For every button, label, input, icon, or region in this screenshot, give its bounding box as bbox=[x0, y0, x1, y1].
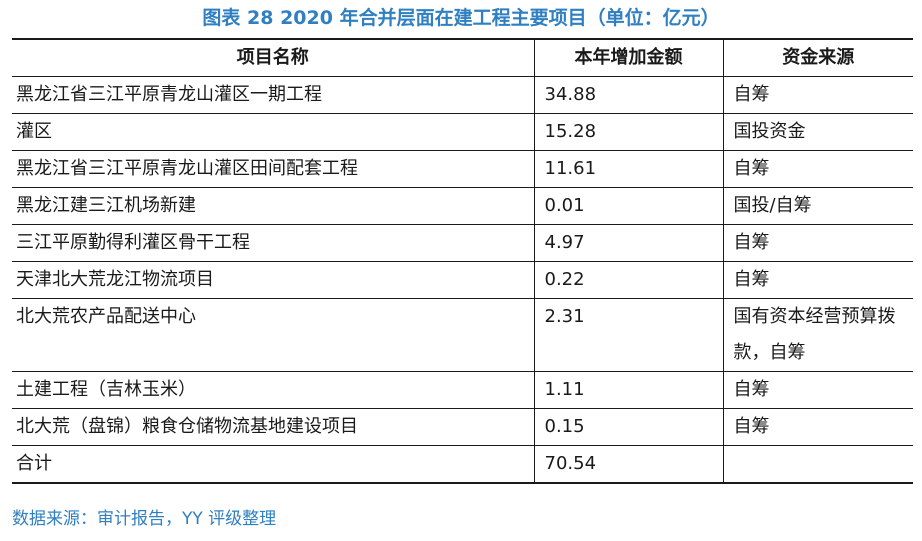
funding-source-cell: 自筹 bbox=[722, 76, 913, 114]
table-row: 黑龙江省三江平原青龙山灌区田间配套工程 11.61 自筹 bbox=[12, 150, 913, 188]
table-row: 土建工程（吉林玉米） 1.11 自筹 bbox=[12, 371, 913, 409]
table-row: 黑龙江建三江机场新建 0.01 国投/自筹 bbox=[12, 187, 913, 225]
project-name-cell: 黑龙江建三江机场新建 bbox=[12, 187, 534, 225]
amount-cell: 15.28 bbox=[533, 113, 723, 151]
column-header-funding-source: 资金来源 bbox=[722, 38, 913, 77]
table-row: 灌区 15.28 国投资金 bbox=[12, 113, 913, 151]
project-name-cell: 天津北大荒龙江物流项目 bbox=[12, 261, 534, 299]
column-header-amount: 本年增加金额 bbox=[533, 38, 723, 77]
funding-source-cell: 自筹 bbox=[722, 371, 913, 409]
total-amount-cell: 70.54 bbox=[533, 445, 723, 484]
funding-source-cell: 自筹 bbox=[722, 150, 913, 188]
funding-source-cell: 国投资金 bbox=[722, 113, 913, 151]
amount-cell: 0.22 bbox=[533, 261, 723, 299]
funding-source-cell: 自筹 bbox=[722, 408, 913, 446]
funding-source-cell bbox=[722, 445, 913, 484]
table-title: 图表 28 2020 年合并层面在建工程主要项目（单位：亿元） bbox=[202, 7, 720, 29]
funding-source-cell: 自筹 bbox=[722, 261, 913, 299]
project-name-cell: 土建工程（吉林玉米） bbox=[12, 371, 534, 409]
funding-source-cell: 国投/自筹 bbox=[722, 187, 913, 225]
amount-cell: 1.11 bbox=[533, 371, 723, 409]
project-name-cell: 北大荒（盘锦）粮食仓储物流基地建设项目 bbox=[12, 408, 534, 446]
total-label-cell: 合计 bbox=[12, 445, 534, 484]
column-header-project-name: 项目名称 bbox=[12, 38, 534, 77]
construction-projects-table: 项目名称 本年增加金额 资金来源 黑龙江省三江平原青龙山灌区一期工程 34.88… bbox=[12, 38, 913, 484]
project-name-cell: 灌区 bbox=[12, 113, 534, 151]
table-row: 三江平原勤得利灌区骨干工程 4.97 自筹 bbox=[12, 224, 913, 262]
amount-cell: 2.31 bbox=[533, 298, 723, 372]
funding-source-cell: 国有资本经营预算拨款，自筹 bbox=[722, 298, 913, 372]
table-total-row: 合计 70.54 bbox=[12, 445, 913, 484]
amount-cell: 11.61 bbox=[533, 150, 723, 188]
project-name-cell: 北大荒农产品配送中心 bbox=[12, 298, 534, 372]
amount-cell: 34.88 bbox=[533, 76, 723, 114]
table-row: 北大荒（盘锦）粮食仓储物流基地建设项目 0.15 自筹 bbox=[12, 408, 913, 446]
table-header-row: 项目名称 本年增加金额 资金来源 bbox=[12, 38, 913, 77]
project-name-cell: 黑龙江省三江平原青龙山灌区一期工程 bbox=[12, 76, 534, 114]
amount-cell: 0.01 bbox=[533, 187, 723, 225]
amount-cell: 4.97 bbox=[533, 224, 723, 262]
funding-source-cell: 自筹 bbox=[722, 224, 913, 262]
table-row: 天津北大荒龙江物流项目 0.22 自筹 bbox=[12, 261, 913, 299]
table-row: 北大荒农产品配送中心 2.31 国有资本经营预算拨款，自筹 bbox=[12, 298, 913, 372]
amount-cell: 0.15 bbox=[533, 408, 723, 446]
source-footnote: 数据来源：审计报告，YY 评级整理 bbox=[12, 509, 277, 529]
table-row: 黑龙江省三江平原青龙山灌区一期工程 34.88 自筹 bbox=[12, 76, 913, 114]
project-name-cell: 黑龙江省三江平原青龙山灌区田间配套工程 bbox=[12, 150, 534, 188]
project-name-cell: 三江平原勤得利灌区骨干工程 bbox=[12, 224, 534, 262]
